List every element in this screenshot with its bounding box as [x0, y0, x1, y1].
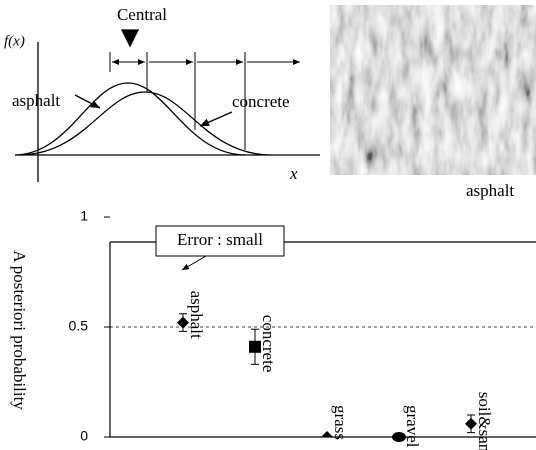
interval-arrows	[109, 52, 300, 150]
marker	[249, 340, 261, 353]
concrete-curve	[19, 91, 271, 156]
image-caption: asphalt	[466, 181, 514, 200]
marker	[465, 417, 477, 430]
central-marker	[120, 29, 140, 48]
texture-image	[330, 5, 536, 175]
chart-frame	[109, 241, 536, 438]
annotation: Error : small	[177, 230, 263, 249]
marker	[321, 431, 333, 437]
concrete-curve-label: concrete	[232, 92, 290, 111]
distribution-diagram	[14, 29, 320, 182]
category-label: gravel	[403, 405, 422, 448]
asphalt-pointer	[74, 94, 101, 109]
concrete-pointer	[199, 111, 233, 127]
y-tick-label: 0.5	[69, 318, 89, 334]
y-axis-label: A posteriori probability	[10, 250, 29, 410]
category-label: asphalt	[187, 291, 206, 339]
annotation-box	[155, 225, 285, 257]
category-label: soil&sand	[475, 392, 494, 450]
asphalt-curve	[14, 82, 246, 156]
central-label: Central	[117, 5, 167, 24]
x-label: x	[289, 164, 298, 183]
asphalt-curve-label: asphalt	[12, 91, 60, 110]
marker	[392, 432, 406, 442]
y-tick-label: 0	[80, 428, 88, 444]
marker	[177, 316, 189, 329]
category-label: concrete	[259, 315, 278, 373]
fx-label: f(x)	[4, 33, 25, 49]
category-label: grass	[331, 405, 350, 440]
annotation-arrow	[181, 255, 207, 271]
y-tick-label: 1	[80, 208, 88, 224]
